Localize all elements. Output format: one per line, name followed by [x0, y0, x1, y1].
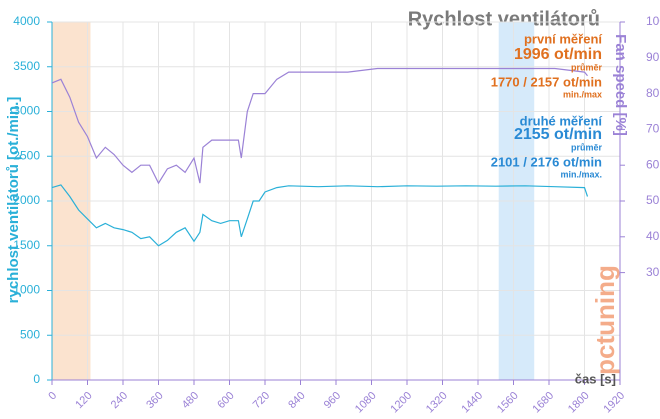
annotation: první měření: [524, 31, 602, 46]
annotation: 2101 / 2176 ot/min: [491, 154, 602, 169]
y2-tick-label: 60: [646, 157, 660, 171]
y-tick-label: 0: [33, 372, 40, 386]
x-tick-label: 1800: [566, 390, 592, 416]
y-tick-label: 3000: [13, 104, 40, 118]
x-tick-label: 1080: [353, 390, 379, 416]
y-tick-label: 3500: [13, 59, 40, 73]
y-tick-label: 1000: [13, 283, 40, 297]
x-tick-label: 600: [215, 390, 236, 411]
x-tick-label: 840: [286, 390, 307, 411]
x-tick-label: 120: [73, 390, 94, 411]
series-line: [51, 184, 589, 247]
y2-tick-label: 100: [646, 14, 660, 28]
annotation: 2155 ot/min: [514, 126, 602, 143]
annotation: 1996 ot/min: [514, 46, 602, 63]
y2-tick-label: 40: [646, 229, 660, 243]
annotation: průměr: [571, 142, 603, 152]
annotation: 1770 / 2157 ot/min: [491, 74, 602, 89]
annotation: min./max.: [560, 169, 602, 179]
x-tick-label: 480: [180, 390, 201, 411]
series-line: [51, 67, 588, 185]
y-axis-label: rychlost ventilátorů [ot./min.]: [5, 97, 22, 304]
x-tick-label: 1920: [601, 390, 627, 416]
x-tick-label: 0: [46, 390, 59, 403]
y-tick-label: 1500: [13, 238, 40, 252]
annotation: druhé měření: [520, 113, 603, 128]
x-tick-label: 1560: [495, 390, 521, 416]
x-tick-label: 1440: [459, 390, 485, 416]
x-tick-label: 960: [322, 390, 343, 411]
y-tick-label: 2000: [13, 193, 40, 207]
annotation: průměr: [571, 62, 603, 72]
x-tick-label: 1200: [388, 390, 414, 416]
x-tick-label: 1320: [424, 390, 450, 416]
y-tick-label: 2500: [13, 148, 40, 162]
logo: pctuning: [590, 265, 620, 375]
x-axis-label: čas [s]: [575, 371, 616, 386]
y-tick-label: 500: [20, 327, 40, 341]
y2-tick-label: 90: [646, 50, 660, 64]
annotation: min./max: [563, 89, 602, 99]
y2-tick-label: 30: [646, 265, 660, 279]
x-tick-label: 240: [109, 390, 130, 411]
x-tick-label: 720: [251, 390, 272, 411]
y2-axis-label: Fan speed [%]: [612, 34, 629, 136]
y2-tick-label: 80: [646, 86, 660, 100]
y-tick-label: 4000: [13, 14, 40, 28]
chart-title: Rychlost ventilátorů: [408, 8, 600, 30]
x-tick-label: 1680: [530, 390, 556, 416]
x-tick-label: 360: [144, 390, 165, 411]
y2-tick-label: 70: [646, 122, 660, 136]
y2-tick-label: 50: [646, 193, 660, 207]
